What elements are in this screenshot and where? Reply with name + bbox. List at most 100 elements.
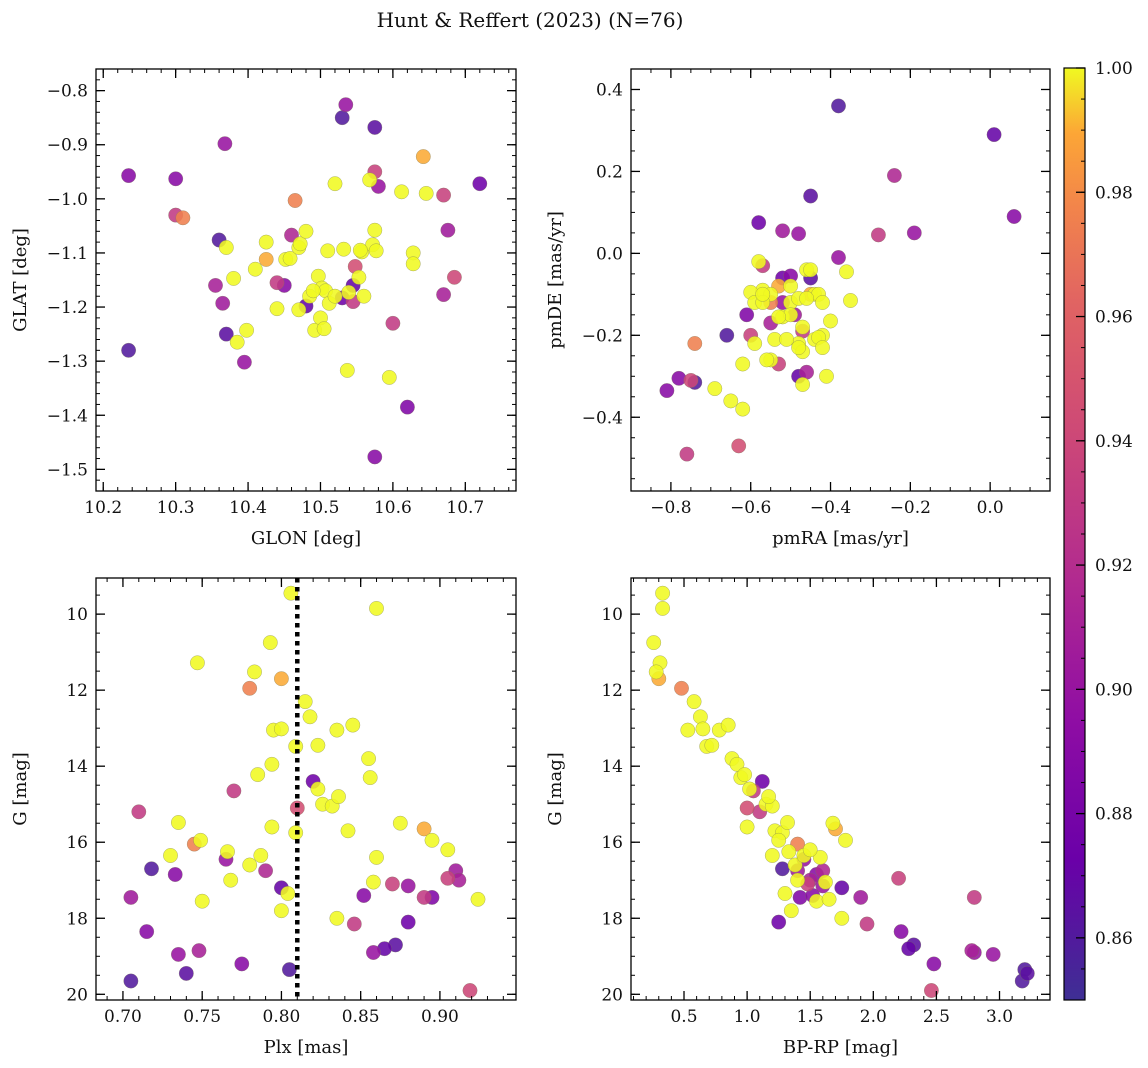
axes-frame xyxy=(95,577,517,1001)
y-axis-label: G [mag] xyxy=(10,752,31,825)
y-axis-label: GLAT [deg] xyxy=(10,228,31,332)
data-point xyxy=(258,234,274,250)
data-point xyxy=(891,870,907,886)
data-point xyxy=(719,327,735,343)
data-point xyxy=(415,149,431,165)
x-tick-label: 0.90 xyxy=(421,1007,459,1027)
data-point xyxy=(707,381,723,397)
data-point xyxy=(310,737,326,753)
y-tick-label: 18 xyxy=(66,909,88,929)
data-point xyxy=(191,943,207,959)
data-point xyxy=(334,110,350,126)
data-point xyxy=(462,983,478,998)
data-point xyxy=(405,256,421,272)
y-axis-label: pmDE [mas/yr] xyxy=(545,211,566,349)
data-point xyxy=(218,240,234,255)
x-tick-label: 0.80 xyxy=(263,1007,301,1027)
data-point xyxy=(436,187,452,203)
data-point xyxy=(310,781,326,797)
data-point xyxy=(838,832,853,848)
data-point xyxy=(777,886,793,901)
data-point xyxy=(392,815,408,831)
data-point xyxy=(831,98,846,114)
data-point xyxy=(791,226,807,242)
y-tick-label: −1.5 xyxy=(47,460,88,480)
data-point xyxy=(754,773,770,789)
data-point xyxy=(683,372,699,388)
data-point xyxy=(926,956,942,972)
data-point xyxy=(170,815,186,830)
data-point xyxy=(823,313,838,329)
data-point xyxy=(400,914,416,930)
data-point xyxy=(739,819,755,835)
y-tick-label: −1.1 xyxy=(47,244,88,264)
data-point xyxy=(292,236,308,252)
colorbar-tick-label: 0.88 xyxy=(1095,805,1133,825)
y-tick-label: −1.3 xyxy=(47,352,88,372)
data-point xyxy=(352,242,368,258)
data-point xyxy=(305,283,321,299)
x-tick-label: 10.3 xyxy=(157,498,195,518)
data-point xyxy=(123,973,139,989)
data-point xyxy=(367,449,383,465)
data-point xyxy=(283,585,299,601)
data-point xyxy=(362,770,378,786)
data-point xyxy=(751,215,767,231)
data-point xyxy=(747,336,763,351)
data-point xyxy=(792,889,808,905)
x-tick-label: 1.5 xyxy=(797,1007,824,1027)
data-point xyxy=(220,844,235,860)
panel-p2: −0.8 −0.6 −0.4 −0.2 0.0 0.4 0.2 0.0 −0.2 −0.4 pmRA… xyxy=(545,68,1051,549)
data-point xyxy=(470,891,486,907)
y-tick-label: −1.0 xyxy=(47,190,88,210)
data-point xyxy=(223,872,239,888)
data-point xyxy=(787,857,803,873)
data-point xyxy=(781,844,797,860)
data-point xyxy=(247,261,263,277)
data-point xyxy=(859,916,875,932)
data-point xyxy=(739,307,755,323)
data-point xyxy=(242,857,258,873)
data-point xyxy=(262,635,278,651)
data-point xyxy=(351,269,367,285)
y-tick-label: 0.4 xyxy=(596,80,623,100)
data-point xyxy=(329,722,345,738)
y-tick-label: 12 xyxy=(601,681,623,701)
x-tick-label: 10.4 xyxy=(229,498,267,518)
data-point xyxy=(764,848,780,863)
data-point xyxy=(258,251,274,267)
x-tick-label: −0.2 xyxy=(890,498,931,518)
data-point xyxy=(365,945,381,960)
data-point xyxy=(825,815,841,831)
panel-p4: 0.5 1.0 1.5 2.0 2.5 3.0 10 12 14 16 18 20 BP-RP [mag… xyxy=(545,577,1051,1058)
data-point xyxy=(893,924,909,940)
data-point xyxy=(751,254,767,270)
data-point xyxy=(791,340,807,356)
data-point xyxy=(316,321,332,337)
data-point xyxy=(815,295,830,310)
data-point xyxy=(264,756,280,772)
data-point xyxy=(790,872,806,888)
data-point xyxy=(365,874,381,890)
data-point xyxy=(269,275,285,291)
data-point xyxy=(229,334,245,350)
data-point xyxy=(264,819,280,835)
data-point xyxy=(812,849,828,865)
x-tick-label: −0.4 xyxy=(810,498,851,518)
data-point xyxy=(418,185,434,201)
axes-frame xyxy=(630,577,1051,1001)
data-point xyxy=(742,781,758,797)
points-p1 xyxy=(121,97,488,465)
data-point xyxy=(834,880,850,896)
data-point xyxy=(269,301,285,317)
x-tick-label: 0.70 xyxy=(104,1007,142,1027)
data-point xyxy=(131,804,147,820)
data-point xyxy=(329,910,345,926)
data-point xyxy=(436,287,452,303)
data-point xyxy=(287,193,303,208)
data-point xyxy=(659,383,675,399)
data-point xyxy=(815,340,830,356)
colorbar-tick-label: 0.98 xyxy=(1095,183,1133,203)
data-point xyxy=(886,168,902,183)
data-point xyxy=(771,309,787,325)
